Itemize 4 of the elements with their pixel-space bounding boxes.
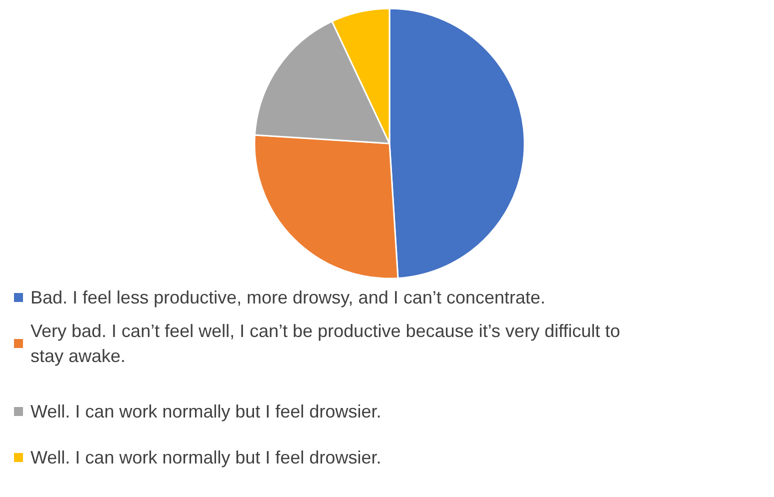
legend-label: Well. I can work normally but I feel drowsier. — [30, 448, 382, 468]
legend-label: Very bad. I can’t feel well, I can’t be productive because it’s very difficult to stay awake. — [30, 321, 620, 366]
legend-label: Bad. I feel less productive, more drowsy, and I can’t concentrate. — [30, 288, 546, 308]
legend-label: Well. I can work normally but I feel drowsier. — [30, 402, 382, 422]
